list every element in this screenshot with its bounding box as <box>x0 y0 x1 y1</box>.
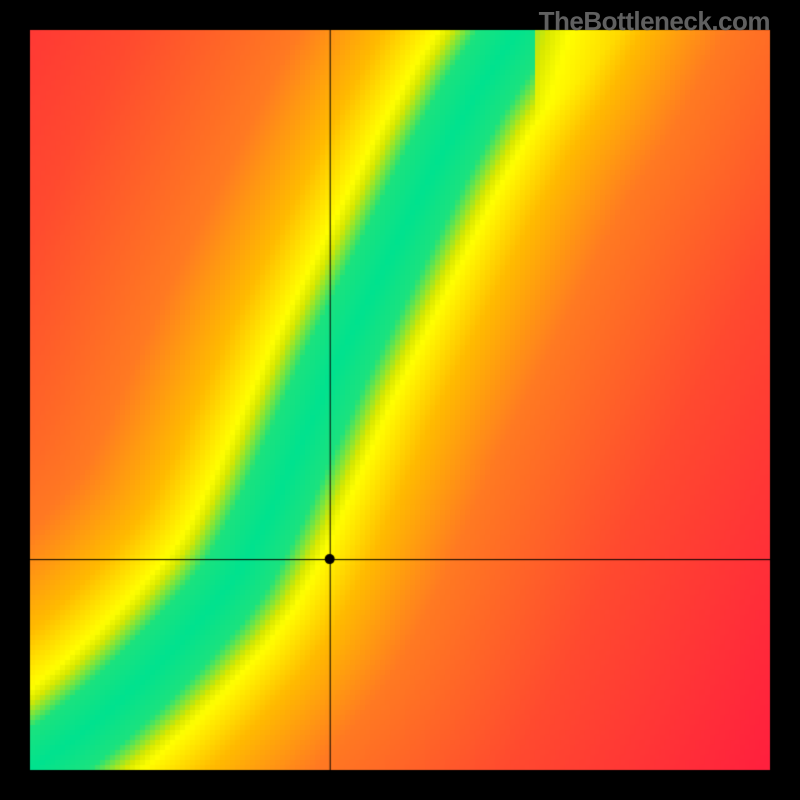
chart-frame: TheBottleneck.com <box>0 0 800 800</box>
heatmap-canvas <box>0 0 800 800</box>
watermark-text: TheBottleneck.com <box>539 6 770 37</box>
